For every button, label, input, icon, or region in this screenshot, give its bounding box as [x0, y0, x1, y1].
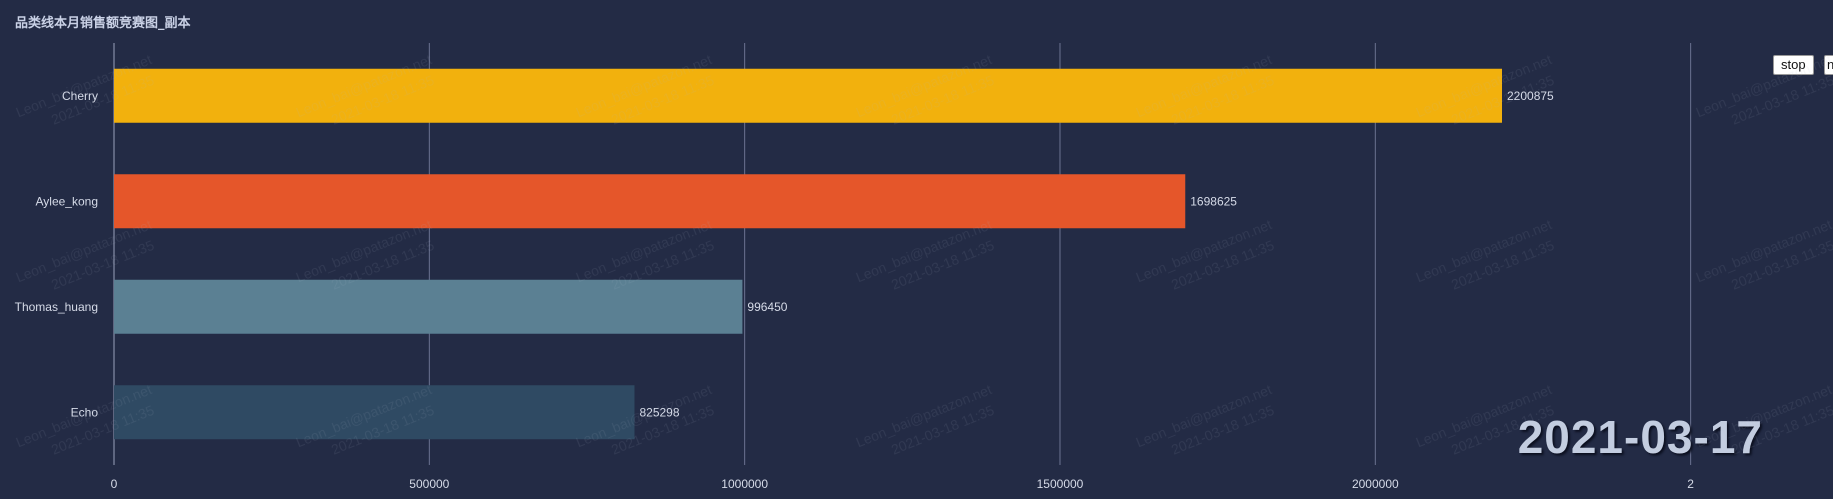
value-label: 1698625 [1190, 194, 1237, 208]
category-label: Echo [71, 405, 99, 419]
labels: 0 500000 1000000 1500000 2000000 2 Cherry 22008… [15, 89, 1695, 491]
value-label: 2200875 [1507, 89, 1554, 103]
bar-cherry [114, 68, 1502, 123]
bar-aylee_kong [114, 174, 1186, 229]
value-label: 996450 [747, 300, 787, 314]
category-label: Thomas_huang [15, 300, 98, 314]
x-tick-label: 500000 [409, 477, 449, 491]
panel-title: 品类线本月销售额竞赛图_副本 [15, 16, 191, 31]
category-label: Cherry [62, 89, 98, 103]
bar-thomas_huang [114, 279, 743, 334]
x-tick-label: 1000000 [721, 477, 768, 491]
stop-button[interactable]: stop [1773, 55, 1814, 75]
date-stamp: 2021-03-17 [1517, 411, 1763, 463]
x-tick-label: 1500000 [1037, 477, 1084, 491]
x-tick-label: 2 [1687, 477, 1694, 491]
next-button[interactable]: n [1824, 55, 1833, 75]
value-label: 825298 [639, 405, 679, 419]
category-label: Aylee_kong [36, 194, 99, 208]
bars [114, 68, 1502, 440]
bar-echo [114, 385, 635, 440]
x-tick-label: 0 [111, 477, 118, 491]
x-tick-label: 2000000 [1352, 477, 1399, 491]
